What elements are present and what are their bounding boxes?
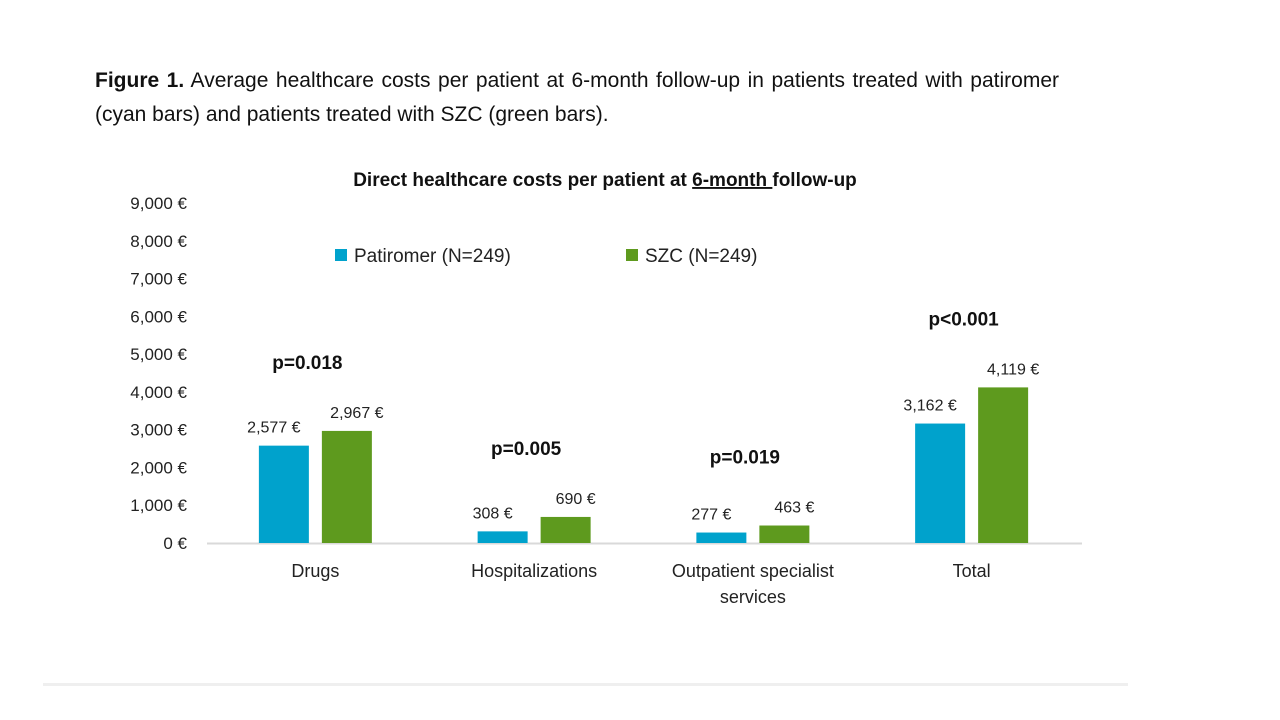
data-label: 277 € bbox=[691, 507, 731, 524]
p-value-label: p=0.018 bbox=[272, 353, 342, 374]
legend-label: SZC (N=249) bbox=[645, 246, 757, 267]
legend-swatch-patiromer bbox=[335, 249, 347, 261]
p-value-label: p=0.005 bbox=[491, 439, 562, 460]
bar-szc bbox=[540, 516, 591, 543]
p-value-annotations: p=0.018 p=0.005 p=0.019 p<0.001 bbox=[272, 309, 999, 468]
data-label: 2,577 € bbox=[247, 420, 300, 437]
data-labels: 2,577 € 2,967 € 308 € 690 € 277 € 463 € 3,162 … bbox=[247, 361, 1039, 523]
data-label: 2,967 € bbox=[330, 405, 383, 422]
bar-patiromer bbox=[915, 423, 966, 543]
figure-label: Figure 1. bbox=[95, 69, 185, 92]
y-tick-label: 0 € bbox=[163, 534, 187, 553]
x-category-label: Outpatient specialist bbox=[672, 561, 834, 581]
bar-patiromer bbox=[696, 532, 747, 543]
y-tick-label: 6,000 € bbox=[130, 307, 187, 326]
data-label: 690 € bbox=[556, 491, 596, 508]
y-tick-label: 7,000 € bbox=[130, 270, 187, 289]
x-category-label: Drugs bbox=[291, 561, 339, 581]
legend-label: Patiromer (N=249) bbox=[354, 246, 511, 267]
bar-patiromer bbox=[477, 531, 528, 543]
y-tick-label: 4,000 € bbox=[130, 383, 187, 402]
data-label: 308 € bbox=[473, 505, 513, 522]
chart-title: Direct healthcare costs per patient at 6… bbox=[353, 170, 857, 191]
legend-swatch-szc bbox=[626, 249, 638, 261]
bottom-divider bbox=[43, 683, 1128, 686]
bar-szc bbox=[321, 430, 372, 543]
y-tick-label: 9,000 € bbox=[130, 194, 187, 213]
x-category-label: Hospitalizations bbox=[471, 561, 597, 581]
y-axis: 0 € 1,000 € 2,000 € 3,000 € 4,000 € 5,000 € 6,… bbox=[130, 194, 187, 553]
y-tick-label: 5,000 € bbox=[130, 345, 187, 364]
x-category-label: Total bbox=[953, 561, 991, 581]
bars bbox=[258, 387, 1029, 543]
bar-szc bbox=[759, 525, 810, 543]
figure-caption: Figure 1. Average healthcare costs per p… bbox=[95, 64, 1059, 132]
y-tick-label: 8,000 € bbox=[130, 232, 187, 251]
figure-caption-text: Average healthcare costs per patient at … bbox=[95, 69, 1059, 126]
bar-patiromer bbox=[258, 445, 309, 543]
legend: Patiromer (N=249) SZC (N=249) bbox=[335, 246, 757, 267]
data-label: 4,119 € bbox=[987, 361, 1039, 378]
x-axis-categories: Drugs Hospitalizations Outpatient speciali… bbox=[291, 561, 990, 607]
y-tick-label: 2,000 € bbox=[130, 458, 187, 477]
y-tick-label: 1,000 € bbox=[130, 496, 187, 515]
bar-szc bbox=[978, 387, 1029, 543]
x-category-label: services bbox=[720, 587, 786, 607]
p-value-label: p=0.019 bbox=[710, 448, 780, 469]
data-label: 3,162 € bbox=[903, 398, 956, 415]
p-value-label: p<0.001 bbox=[929, 309, 1000, 330]
data-label: 463 € bbox=[774, 500, 814, 517]
y-tick-label: 3,000 € bbox=[130, 421, 187, 440]
